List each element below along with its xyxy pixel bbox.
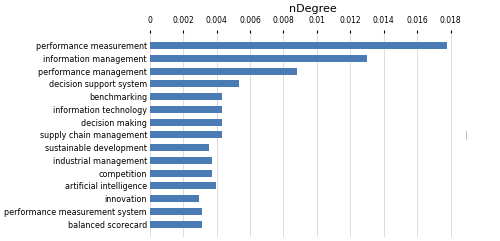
- Bar: [150, 131, 222, 138]
- Bar: [150, 208, 203, 215]
- X-axis label: nDegree: nDegree: [289, 4, 337, 14]
- Bar: [150, 144, 209, 151]
- Bar: [150, 157, 212, 164]
- Bar: [150, 221, 203, 228]
- Bar: [150, 195, 199, 202]
- Bar: [150, 42, 448, 49]
- Bar: [150, 68, 297, 75]
- Bar: [150, 55, 367, 62]
- Bar: [150, 182, 216, 189]
- Bar: [150, 170, 212, 177]
- Bar: [150, 119, 222, 126]
- Bar: [150, 106, 222, 113]
- Bar: [150, 93, 222, 100]
- Bar: [150, 80, 239, 87]
